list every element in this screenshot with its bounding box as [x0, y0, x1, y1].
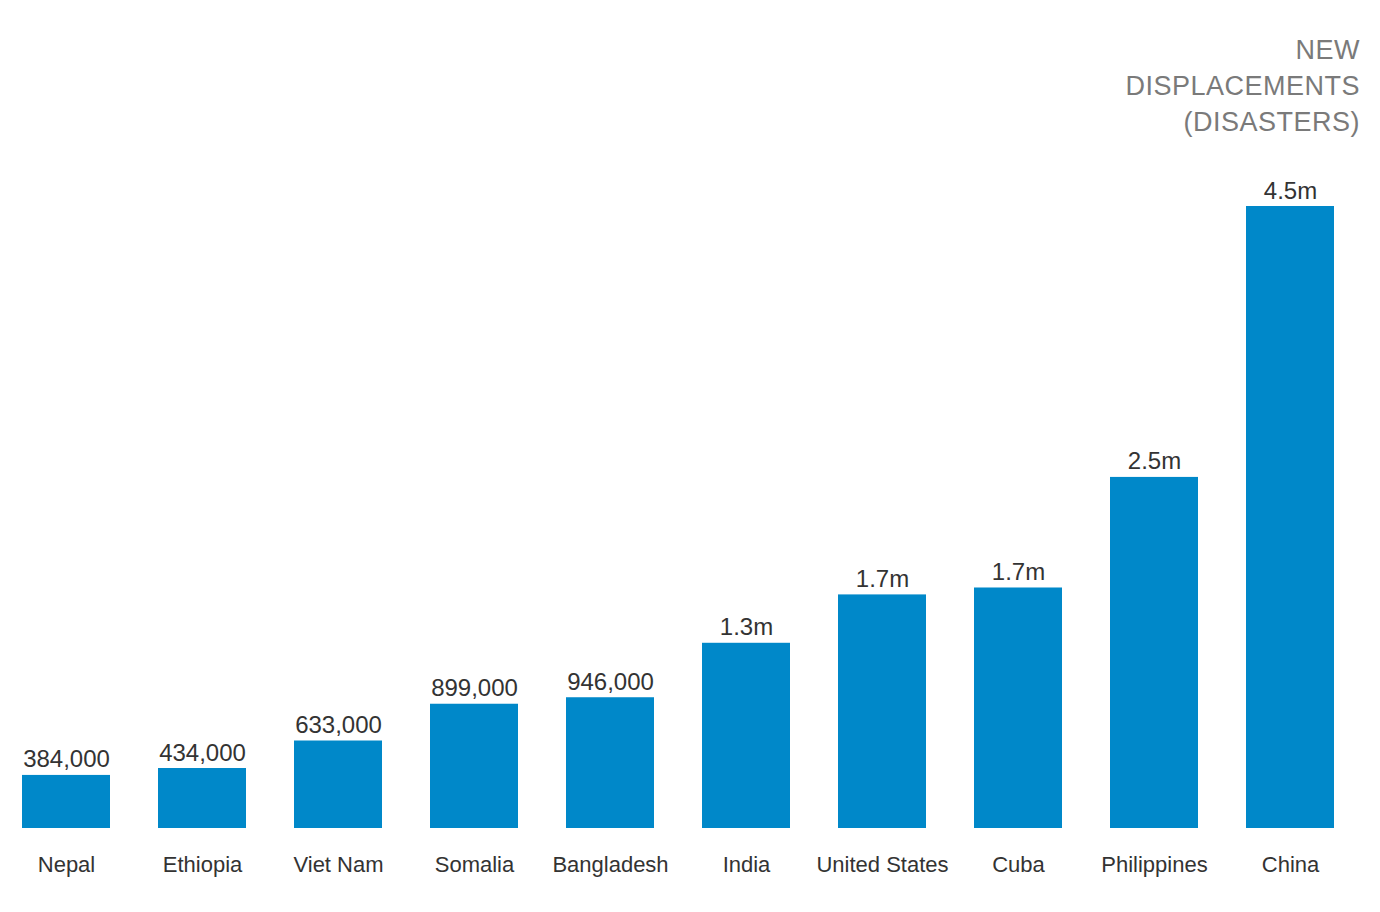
svg-text:Philippines: Philippines	[1101, 852, 1207, 877]
svg-text:Bangladesh: Bangladesh	[552, 852, 668, 877]
svg-text:Nepal: Nepal	[38, 852, 95, 877]
svg-text:4.5m: 4.5m	[1264, 177, 1317, 204]
svg-text:899,000: 899,000	[431, 674, 518, 701]
svg-text:Ethiopia: Ethiopia	[163, 852, 243, 877]
svg-text:1.7m: 1.7m	[856, 565, 909, 592]
html-text:NEW: NEW	[1295, 35, 1360, 65]
svg-text:434,000: 434,000	[159, 739, 246, 766]
svg-text:946,000: 946,000	[567, 668, 654, 695]
svg-text:633,000: 633,000	[295, 711, 382, 738]
svg-text:Somalia: Somalia	[435, 852, 515, 877]
svg-text:India: India	[723, 852, 771, 877]
svg-text:1.7m: 1.7m	[992, 558, 1045, 585]
html-text:DISPLACEMENTS: DISPLACEMENTS	[1125, 71, 1360, 101]
svg-text:384,000: 384,000	[23, 745, 110, 772]
svg-text:2.5m: 2.5m	[1128, 447, 1181, 474]
svg-text:1.3m: 1.3m	[720, 613, 773, 640]
svg-text:China: China	[1262, 852, 1320, 877]
svg-text:United States: United States	[816, 852, 948, 877]
svg-text:Cuba: Cuba	[992, 852, 1045, 877]
html-text:(DISASTERS): (DISASTERS)	[1183, 107, 1360, 137]
svg-text:Viet Nam: Viet Nam	[293, 852, 383, 877]
